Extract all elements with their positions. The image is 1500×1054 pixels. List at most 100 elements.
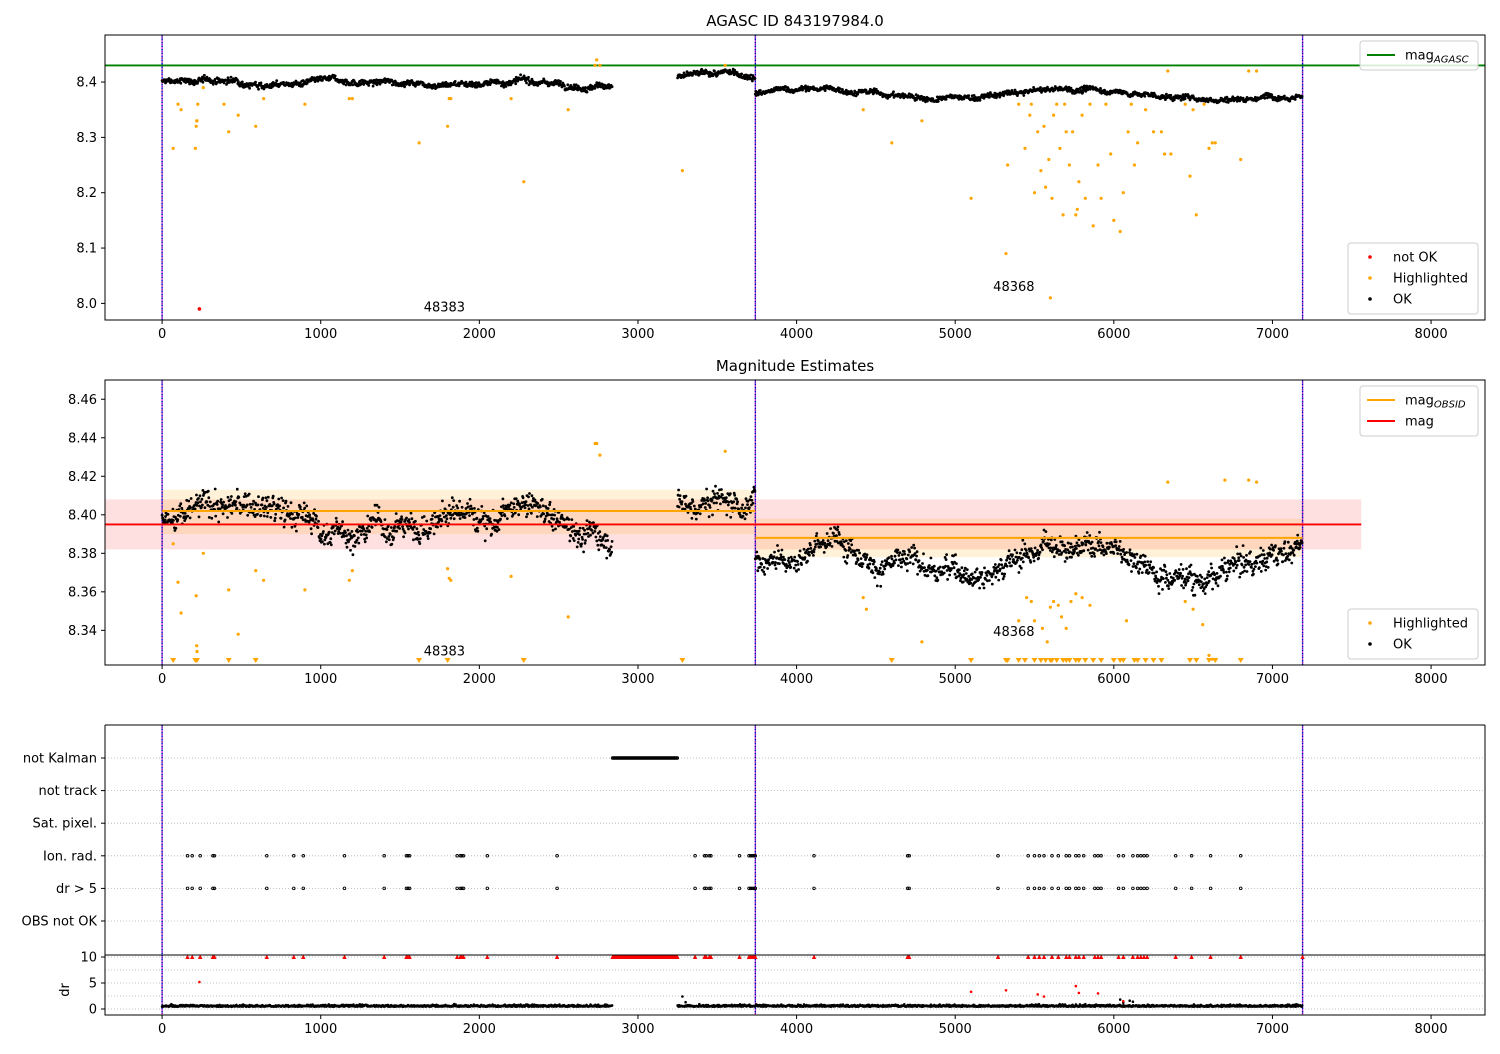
legend-dot-swatch [1368,621,1372,625]
ok-point [345,534,348,537]
ok-point [1090,555,1093,558]
ok-point [565,525,568,528]
ok-point [510,501,513,504]
highlighted-point [1060,615,1063,618]
x-tick-label: 8000 [1415,672,1448,687]
ok-point [589,534,592,537]
ok-point [404,532,407,535]
ok-point [459,517,462,520]
ok-point [441,520,444,523]
ok-point [345,542,348,545]
highlighted-point [595,58,598,61]
ok-point [236,488,239,491]
ok-point [1249,550,1252,553]
ok-point [333,533,336,536]
ok-point [222,512,225,515]
ok-point [740,73,743,76]
ok-point [1235,545,1238,548]
ok-point [605,557,608,560]
ok-point [199,494,202,497]
x-tick-label: 3000 [621,672,654,687]
ok-point [208,505,211,508]
ok-point [445,520,448,523]
highlighted-point [195,125,198,128]
highlighted-point [262,97,265,100]
ok-point [402,535,405,538]
ok-point [229,504,232,507]
highlighted-point [1127,130,1130,133]
ok-point [175,527,178,530]
ok-point [294,517,297,520]
ok-point [1269,548,1272,551]
ok-point [962,573,965,576]
ok-point [1118,545,1121,548]
ok-point [506,517,509,520]
plot-area [105,725,1485,955]
ok-point [1143,561,1146,564]
ok-point [389,533,392,536]
ok-point [873,560,876,563]
ok-point [850,543,853,546]
ok-point [752,502,755,505]
ok-point [203,74,206,77]
ok-point [1243,570,1246,573]
highlighted-point [1036,130,1039,133]
ok-point [891,558,894,561]
ok-point [702,502,705,505]
ok-point [890,555,893,558]
ok-point [1022,561,1025,564]
ok-point [403,85,406,88]
ok-point [578,533,581,536]
ok-point [530,512,533,515]
ok-point [703,499,706,502]
ok-point [741,504,744,507]
ok-point [677,489,680,492]
highlighted-point [1166,481,1169,484]
highlighted-point [1076,208,1079,211]
y-tick-label: 8.3 [76,131,97,146]
ok-point [1146,560,1149,563]
highlighted-point [1074,592,1077,595]
legend-label-main: mag [1405,394,1434,409]
ok-point [922,552,925,555]
highlighted-point [890,141,893,144]
ok-point [1238,559,1241,562]
ok-point [542,504,545,507]
ok-point [190,497,193,500]
ok-point [1202,590,1205,593]
flag-category-label: OBS not OK [22,915,98,930]
obsid-label: 48368 [993,280,1034,295]
ok-point [310,527,313,530]
ok-point [815,532,818,535]
ok-point [1061,540,1064,543]
highlighted-point [1025,596,1028,599]
ok-point [1287,541,1290,544]
x-tick-label: 3000 [621,327,654,342]
ok-point [936,579,939,582]
ok-point [1020,548,1023,551]
ok-point [385,540,388,543]
x-tick-label: 2000 [463,327,496,342]
ok-point [983,567,986,570]
ok-point [1198,583,1201,586]
ok-point [1033,560,1036,563]
ok-point [204,506,207,509]
flag-category-label: Ion. rad. [43,849,97,864]
ok-point [372,85,375,88]
ok-point [916,550,919,553]
ok-point [1116,552,1119,555]
highlighted-point [1092,224,1095,227]
ok-point [921,562,924,565]
ok-point [412,538,415,541]
ok-point [1192,586,1195,589]
ok-point [705,488,708,491]
ok-point [1133,562,1136,565]
ok-point [774,564,777,567]
ok-point [196,504,199,507]
ok-point [458,500,461,503]
highlighted-point [1052,600,1055,603]
highlighted-point [1084,197,1087,200]
ok-point [578,530,581,533]
ok-point [467,505,470,508]
ok-point [1219,575,1222,578]
